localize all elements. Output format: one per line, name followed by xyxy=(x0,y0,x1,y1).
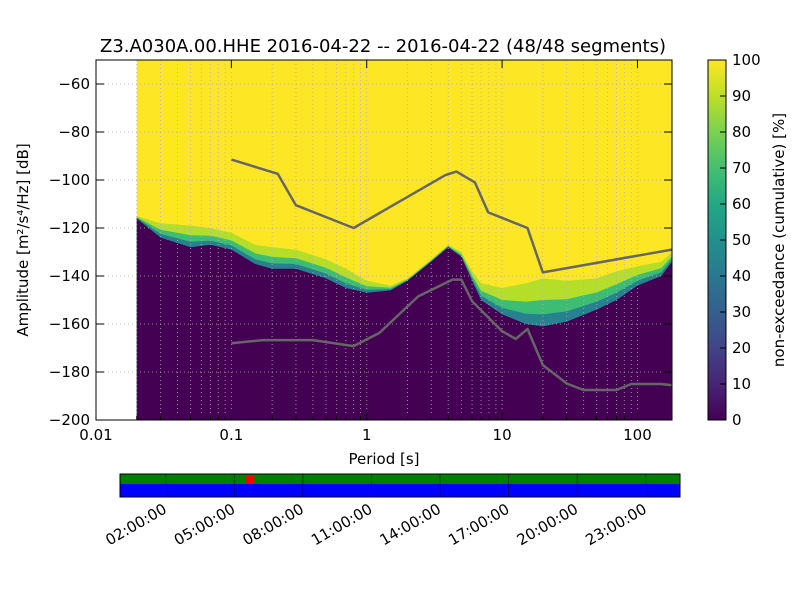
timeline-tick-label: 11:00:00 xyxy=(308,500,375,549)
colorbar-tick-label: 0 xyxy=(732,411,742,429)
colorbar-tick-label: 30 xyxy=(732,303,751,321)
y-tick-label: −120 xyxy=(49,219,90,237)
colorbar-tick-label: 50 xyxy=(732,231,751,249)
y-tick-label: −80 xyxy=(58,123,90,141)
timeline-gap-marker xyxy=(246,475,255,483)
colorbar-tick-label: 60 xyxy=(732,195,751,213)
y-tick-label: −180 xyxy=(49,363,90,381)
y-tick-label: −100 xyxy=(49,171,90,189)
timeline-frame xyxy=(119,473,681,498)
zero-exceedance-region xyxy=(136,218,672,420)
low-noise-model-line xyxy=(231,278,673,392)
colorbar-tick-label: 70 xyxy=(732,159,751,177)
x-tick-label: 1 xyxy=(362,426,372,444)
x-axis-ticks: 0.01 0.1 1 10 100 xyxy=(79,60,652,444)
colorbar-label: non-exceedance (cumulative) [%] xyxy=(770,113,788,367)
timeline-tick-label: 08:00:00 xyxy=(240,500,307,549)
colorbar: 0 10 20 30 40 50 60 70 80 90 100 xyxy=(707,51,761,429)
timeline-coverage-bar xyxy=(120,484,680,497)
noise-model-lines xyxy=(231,158,673,392)
timeline-tick-label: 14:00:00 xyxy=(377,500,444,549)
x-tick-label: 10 xyxy=(493,426,512,444)
timeline-tick-label: 17:00:00 xyxy=(445,500,512,549)
timeline-tick-label: 23:00:00 xyxy=(582,500,649,549)
timeline-tick-label: 02:00:00 xyxy=(102,500,169,549)
psd-plot-area: 0.01 0.1 1 10 100 −60 −80 −100 −120 −140 −160 −180… xyxy=(49,59,673,444)
colorbar-ticks: 0 10 20 30 40 50 60 70 80 90 100 xyxy=(720,51,761,429)
colorbar-tick-label: 10 xyxy=(732,375,751,393)
high-noise-model-line xyxy=(231,158,673,274)
timeline-tick-label: 20:00:00 xyxy=(514,500,581,549)
timeline-tick-label: 05:00:00 xyxy=(171,500,238,549)
y-tick-label: −200 xyxy=(49,411,90,429)
y-tick-label: −160 xyxy=(49,315,90,333)
x-tick-label: 100 xyxy=(623,426,652,444)
chart-title: Z3.A030A.00.HHE 2016-04-22 -- 2016-04-22… xyxy=(100,36,666,57)
segment-timeline: 02:00:00 05:00:00 08:00:00 11:00:00 14:00:00… xyxy=(102,473,681,549)
colorbar-tick-label: 20 xyxy=(732,339,751,357)
grid-lines xyxy=(96,60,672,420)
x-axis-label: Period [s] xyxy=(348,450,419,468)
colorbar-tick-label: 40 xyxy=(732,267,751,285)
y-axis-label: Amplitude [m²/s⁴/Hz] [dB] xyxy=(14,143,32,336)
plot-frame xyxy=(95,59,673,421)
x-tick-label: 0.1 xyxy=(219,426,243,444)
timeline-data-bar xyxy=(120,474,680,484)
x-tick-label: 0.01 xyxy=(79,426,112,444)
colorbar-tick-label: 90 xyxy=(732,87,751,105)
colorbar-tick-label: 80 xyxy=(732,123,751,141)
colorbar-tick-label: 100 xyxy=(732,51,761,69)
y-axis-ticks: −60 −80 −100 −120 −140 −160 −180 −200 xyxy=(49,75,672,429)
y-tick-label: −60 xyxy=(58,75,90,93)
y-tick-label: −140 xyxy=(49,267,90,285)
